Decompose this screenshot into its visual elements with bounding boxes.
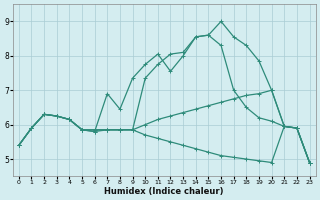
X-axis label: Humidex (Indice chaleur): Humidex (Indice chaleur) [104,187,224,196]
